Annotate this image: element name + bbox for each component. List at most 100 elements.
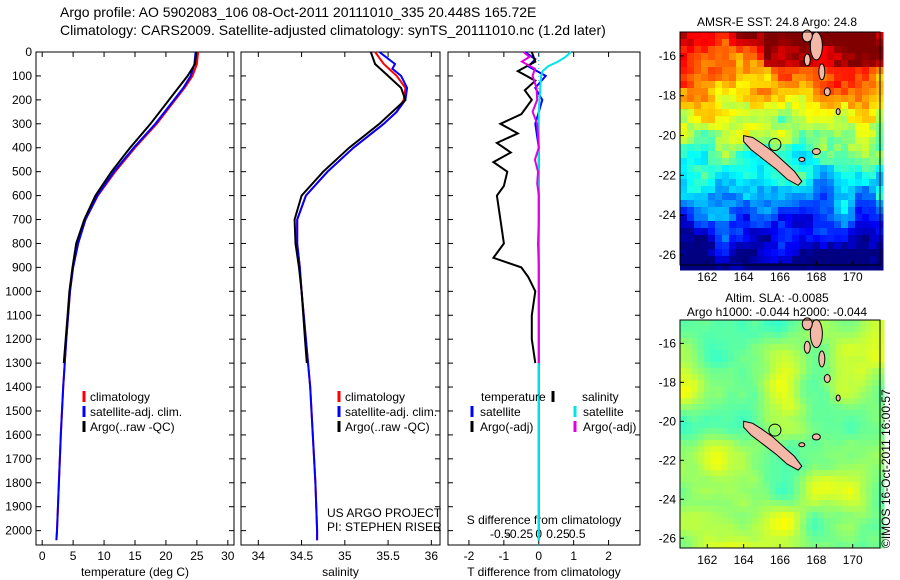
map-cell: [736, 228, 744, 236]
map-cell: [800, 374, 807, 381]
map-cell: [872, 338, 879, 345]
map-cell: [855, 193, 863, 201]
map-cell: [716, 428, 723, 435]
map-cell: [841, 221, 849, 229]
map-cell: [800, 422, 807, 429]
map-cell: [743, 179, 751, 187]
map-cell: [708, 186, 716, 194]
map-cell: [848, 476, 855, 483]
map-cell: [862, 193, 870, 201]
map-cell: [800, 326, 807, 333]
map-cell: [848, 446, 855, 453]
map-cell: [794, 374, 801, 381]
map-cell: [708, 263, 716, 271]
map-cell: [869, 214, 877, 222]
map-cell: [740, 356, 747, 363]
sst-map-title: AMSR-E SST: 24.8 Argo: 24.8: [697, 15, 857, 29]
map-cell: [764, 500, 771, 507]
map-cell: [740, 482, 747, 489]
map-cell: [854, 470, 861, 477]
map-cell: [680, 350, 687, 357]
map-cell: [827, 46, 835, 54]
map-cell: [855, 263, 863, 271]
map-cell: [757, 249, 765, 257]
map-cell: [848, 506, 855, 513]
map-cell: [704, 410, 711, 417]
legend-label: satellite-adj. clim.: [90, 405, 182, 419]
map-cell: [680, 88, 688, 96]
map-cell: [698, 326, 705, 333]
map-cell: [701, 102, 709, 110]
map-cell: [830, 326, 837, 333]
map-cell: [866, 500, 873, 507]
map-cell: [736, 144, 744, 152]
map-cell: [834, 242, 842, 250]
map-cell: [750, 81, 758, 89]
map-cell: [872, 434, 879, 441]
map-cell: [734, 422, 741, 429]
map-cell: [743, 95, 751, 103]
map-cell: [710, 326, 717, 333]
map-cell: [686, 530, 693, 537]
map-cell: [872, 488, 879, 495]
map-cell: [764, 102, 772, 110]
map-cell: [806, 263, 814, 271]
map-cell: [716, 488, 723, 495]
map-cell: [799, 179, 807, 187]
map-cell: [872, 506, 879, 513]
map-cell: [752, 536, 759, 543]
map-cell: [692, 392, 699, 399]
map-cell: [869, 46, 877, 54]
map-cell: [698, 440, 705, 447]
map-cell: [834, 179, 842, 187]
map-cell: [734, 410, 741, 417]
map-cell: [680, 109, 688, 117]
map-cell: [782, 374, 789, 381]
map-cell: [824, 320, 831, 327]
map-cell: [746, 434, 753, 441]
map-cell: [824, 518, 831, 525]
map-cell: [869, 60, 877, 68]
map-cell: [830, 440, 837, 447]
map-cell: [842, 494, 849, 501]
map-cell: [734, 434, 741, 441]
map-cell: [708, 172, 716, 180]
map-cell: [776, 470, 783, 477]
map-cell: [792, 158, 800, 166]
map-cell: [746, 326, 753, 333]
map-cell: [776, 536, 783, 543]
map-cell: [734, 332, 741, 339]
map-cell: [878, 410, 885, 417]
map-cell: [848, 151, 856, 159]
map-cell: [869, 165, 877, 173]
map-cell: [680, 67, 688, 75]
map-cell: [792, 102, 800, 110]
island-outline: [811, 147, 821, 155]
map-cell: [878, 506, 885, 513]
map-cell: [710, 452, 717, 459]
panel-frame: [35, 51, 235, 546]
map-cell: [743, 172, 751, 180]
map-cell: [842, 338, 849, 345]
map-cell: [701, 130, 709, 138]
map-cell: [854, 410, 861, 417]
map-cell: [764, 263, 772, 271]
map-cell: [848, 494, 855, 501]
map-cell: [836, 470, 843, 477]
map-cell: [785, 200, 793, 208]
map-cell: [872, 350, 879, 357]
map-cell: [820, 235, 828, 243]
map-cell: [770, 362, 777, 369]
map-cell: [854, 368, 861, 375]
map-cell: [848, 326, 855, 333]
map-cell: [848, 95, 856, 103]
x-tick-label: 10: [97, 549, 111, 563]
map-cell: [872, 380, 879, 387]
map-cell: [692, 476, 699, 483]
map-cell: [836, 356, 843, 363]
map-cell: [778, 116, 786, 124]
map-cell: [710, 344, 717, 351]
map-cell: [794, 404, 801, 411]
map-cell: [740, 320, 747, 327]
